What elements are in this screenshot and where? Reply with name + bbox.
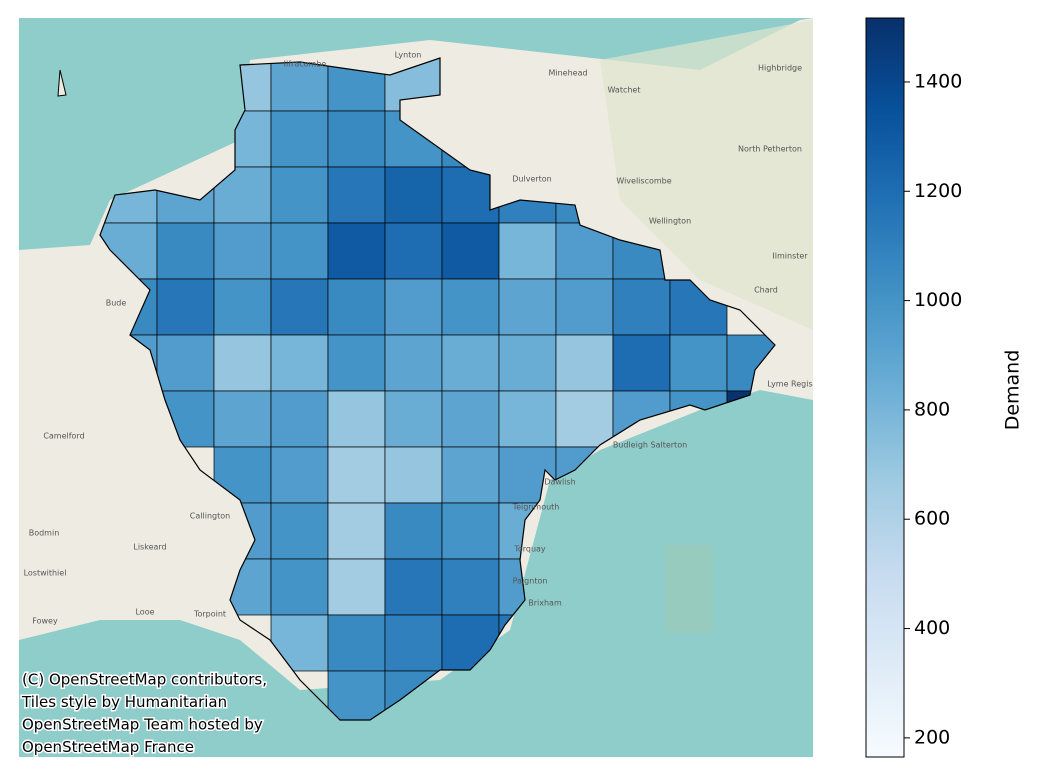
region <box>156 222 215 280</box>
place-label: Brixham <box>528 599 562 608</box>
place-label: Budleigh Salterton <box>613 441 687 450</box>
place-label: Fowey <box>32 617 58 626</box>
place-label: Wellington <box>649 217 691 226</box>
place-label: Torpoint <box>193 610 226 619</box>
place-label: Lynton <box>395 51 422 60</box>
region <box>270 334 329 392</box>
place-label: Looe <box>135 608 154 617</box>
region <box>441 558 500 616</box>
region <box>441 278 500 336</box>
region <box>441 334 500 392</box>
place-label: Liskeard <box>133 543 166 552</box>
region <box>555 278 614 336</box>
colorbar-tick-label: 1200 <box>914 180 962 202</box>
attribution-line: (C) OpenStreetMap contributors, <box>22 671 267 689</box>
attribution-line: OpenStreetMap Team hosted by <box>22 716 263 734</box>
region <box>384 614 443 672</box>
colorbar-tick-label: 1000 <box>914 289 962 311</box>
place-label: Highbridge <box>758 64 802 73</box>
region <box>270 58 329 112</box>
region <box>327 502 386 560</box>
region <box>270 278 329 336</box>
colorbar <box>865 17 905 758</box>
place-label: Torquay <box>513 545 546 554</box>
region <box>327 446 386 504</box>
place-label: Paignton <box>513 577 548 586</box>
attribution-line: OpenStreetMap France <box>22 738 194 756</box>
place-label: Minehead <box>548 69 587 78</box>
colorbar-label: Demand <box>1002 350 1024 431</box>
place-label: Callington <box>190 512 230 521</box>
region <box>270 502 329 560</box>
attribution-line: Tiles style by Humanitarian <box>21 693 227 711</box>
region <box>213 222 272 280</box>
region <box>327 334 386 392</box>
colorbar-tick-label: 1400 <box>914 70 962 92</box>
place-label: Dulverton <box>512 175 552 184</box>
region <box>327 558 386 616</box>
region <box>327 390 386 448</box>
place-labels: Ilfracombe Lynton Minehead Watchet Highbridg… <box>24 51 813 626</box>
place-label: Bude <box>106 299 127 308</box>
region <box>384 558 443 616</box>
region <box>441 502 500 560</box>
place-label: Dawlish <box>544 478 575 487</box>
place-label: Chard <box>754 286 778 295</box>
region <box>327 166 386 224</box>
region <box>669 334 728 392</box>
place-label: Teignmouth <box>512 503 560 512</box>
place-label: Lyme Regis <box>767 380 812 389</box>
region <box>327 110 386 168</box>
region <box>384 278 443 336</box>
region <box>156 334 215 392</box>
region <box>441 222 500 280</box>
colorbar-tick-label: 800 <box>914 398 950 420</box>
region <box>156 278 215 336</box>
region <box>384 166 443 224</box>
region <box>270 166 329 224</box>
region <box>555 390 614 448</box>
place-label: North Petherton <box>738 145 802 154</box>
place-label: Ilfracombe <box>284 60 327 69</box>
region <box>270 558 329 616</box>
region <box>555 334 614 392</box>
place-label: Camelford <box>43 432 84 441</box>
region <box>270 110 329 168</box>
region <box>384 390 443 448</box>
region <box>213 278 272 336</box>
region <box>327 614 386 672</box>
place-label: Wiveliscombe <box>616 177 671 186</box>
region <box>270 222 329 280</box>
region <box>213 390 272 448</box>
region <box>327 222 386 280</box>
attribution: (C) OpenStreetMap contributors, Tiles sty… <box>20 669 269 758</box>
colorbar-tick-label: 400 <box>914 617 950 639</box>
place-label: Bodmin <box>29 529 60 538</box>
region <box>498 334 557 392</box>
region <box>270 390 329 448</box>
region <box>384 222 443 280</box>
region <box>384 502 443 560</box>
region <box>498 222 557 280</box>
place-label: Watchet <box>608 86 641 95</box>
place-label: Ilminster <box>772 252 808 261</box>
region <box>327 278 386 336</box>
region <box>612 334 671 392</box>
colorbar-tick-label: 600 <box>914 508 950 530</box>
region <box>384 334 443 392</box>
region <box>498 278 557 336</box>
colorbar-tick-label: 200 <box>914 726 950 748</box>
region <box>213 334 272 392</box>
colorbar-ticks: 200 400 600 800 1000 1200 1400 <box>904 70 962 748</box>
region <box>384 446 443 504</box>
region <box>441 390 500 448</box>
region <box>498 390 557 448</box>
region <box>612 278 671 336</box>
region <box>441 446 500 504</box>
region <box>270 446 329 504</box>
place-label: Lostwithiel <box>24 569 67 578</box>
